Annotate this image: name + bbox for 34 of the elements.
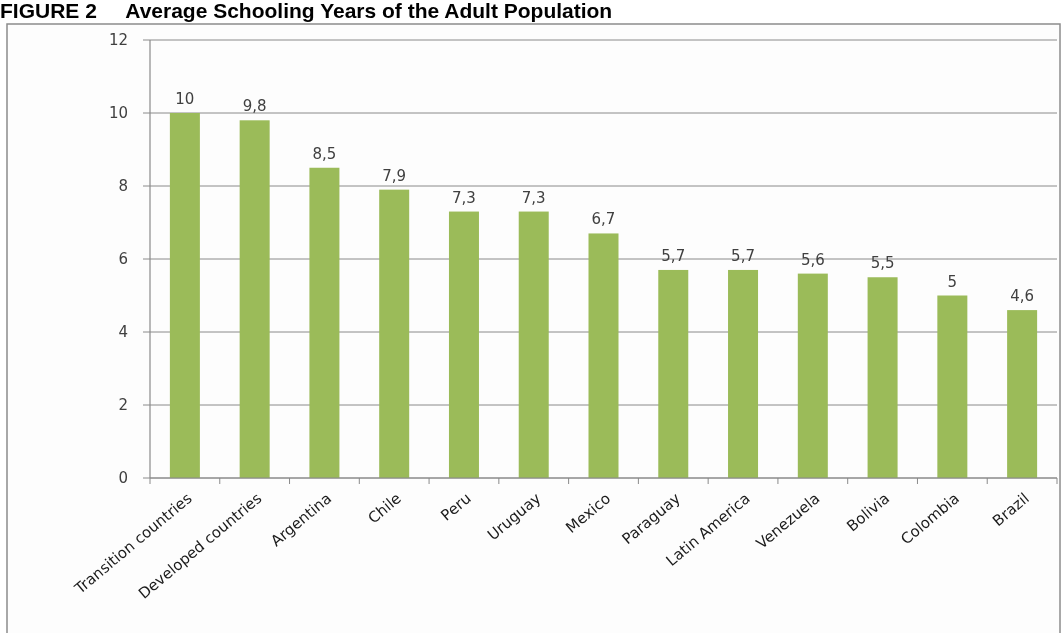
data-label: 5,5	[870, 254, 895, 273]
bar	[379, 189, 410, 478]
bar	[728, 269, 759, 478]
y-tick-label: 12	[108, 31, 128, 50]
data-label: 6,7	[591, 210, 616, 229]
data-label: 9,8	[242, 97, 267, 116]
data-label: 5,7	[661, 246, 686, 265]
data-label: 4,6	[1010, 287, 1035, 306]
bar	[1007, 310, 1038, 478]
bar	[867, 277, 898, 478]
data-label: 7,9	[382, 166, 407, 185]
bar	[309, 167, 340, 478]
bar	[239, 120, 270, 478]
y-tick-label: 4	[118, 323, 128, 342]
y-tick-label: 8	[118, 177, 128, 196]
data-label: 7,3	[452, 188, 476, 207]
chart-title: FIGURE 2 Average Schooling Years of the Adult Population	[0, 0, 613, 22]
y-tick-label: 2	[118, 396, 128, 415]
bar	[448, 211, 479, 478]
bar	[518, 211, 549, 478]
data-label: 5,6	[800, 250, 825, 269]
data-label: 5	[947, 272, 958, 291]
data-label: 5,7	[731, 246, 755, 265]
y-tick-label: 10	[108, 104, 128, 123]
data-label: 10	[175, 90, 195, 108]
bar	[797, 273, 828, 478]
bar	[169, 113, 200, 478]
bar	[658, 269, 689, 478]
y-tick-label: 6	[118, 250, 128, 269]
bar	[937, 295, 968, 478]
data-label: 8,5	[312, 144, 337, 163]
data-label: 7,3	[521, 188, 546, 207]
bar	[588, 233, 619, 478]
y-tick-label: 0	[118, 469, 128, 488]
